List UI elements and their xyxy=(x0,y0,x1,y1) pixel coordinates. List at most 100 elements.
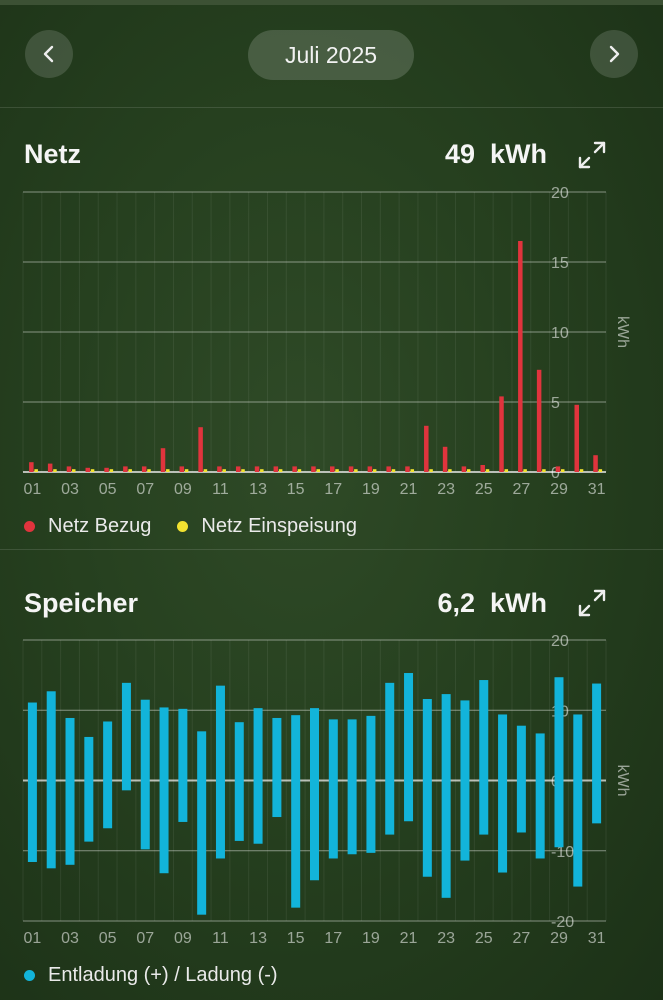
y-tick-label: 20 xyxy=(551,633,569,650)
netz-einspeisung-bar xyxy=(335,469,339,472)
speicher-entladung-bar xyxy=(103,721,113,781)
expand-speicher-icon[interactable] xyxy=(576,587,608,619)
netz-bezug-bar xyxy=(593,455,598,472)
speicher-entladung-bar xyxy=(178,708,188,781)
month-selector[interactable]: Juli 2025 xyxy=(248,30,414,80)
speicher-ladung-bar xyxy=(366,780,376,853)
speicher-entladung-bar xyxy=(404,673,414,781)
y-axis-label: kWh xyxy=(614,316,631,348)
x-tick-label: 21 xyxy=(400,481,418,498)
chevron-left-icon xyxy=(43,45,54,63)
speicher-ladung-bar xyxy=(441,780,451,898)
speicher-entladung-bar xyxy=(347,719,357,781)
netz-einspeisung-bar xyxy=(297,469,302,472)
netz-total-unit: kWh xyxy=(490,139,547,169)
speicher-total: 6,2 kWh xyxy=(437,588,547,619)
netz-einspeisung-bar xyxy=(260,469,264,472)
speicher-entladung-bar xyxy=(328,719,338,781)
x-tick-label: 17 xyxy=(324,930,342,947)
netz-einspeisung-bar xyxy=(579,469,584,472)
legend-bezug-label: Netz Bezug xyxy=(48,515,152,537)
speicher-ladung-bar xyxy=(27,780,37,862)
speicher-ladung-bar xyxy=(272,780,282,818)
netz-bezug-bar xyxy=(518,241,523,472)
chevron-right-icon xyxy=(609,45,620,63)
speicher-entladung-bar xyxy=(291,715,301,781)
netz-einspeisung-bar xyxy=(391,469,396,472)
speicher-ladung-bar xyxy=(460,780,470,861)
speicher-ladung-bar xyxy=(479,780,489,835)
netz-einspeisung-bar xyxy=(485,469,490,472)
x-tick-label: 17 xyxy=(324,481,342,498)
speicher-entladung-bar xyxy=(554,677,564,781)
x-tick-label: 25 xyxy=(475,930,493,947)
netz-bezug-bar xyxy=(461,466,467,472)
month-label: Juli 2025 xyxy=(284,41,378,68)
speicher-ladung-bar xyxy=(178,780,188,822)
netz-einspeisung-bar xyxy=(354,469,358,472)
x-tick-label: 29 xyxy=(550,481,568,498)
x-tick-label: 01 xyxy=(24,481,42,498)
legend-einspeisung-label: Netz Einspeisung xyxy=(201,515,358,537)
netz-bezug-bar xyxy=(555,466,561,472)
netz-einspeisung-bar xyxy=(466,469,471,472)
x-tick-label: 05 xyxy=(99,930,117,947)
x-tick-label: 15 xyxy=(287,930,305,947)
speicher-ladung-bar xyxy=(310,780,319,881)
speicher-chart: 20100-10-20kWh01030507091113151719212325… xyxy=(22,633,631,947)
bezug-dot xyxy=(24,521,35,532)
y-tick-label: -20 xyxy=(551,914,574,931)
next-month-button[interactable] xyxy=(590,30,638,78)
netz-einspeisung-bar xyxy=(410,469,415,472)
netz-bezug-bar xyxy=(217,466,222,472)
expand-netz-icon[interactable] xyxy=(576,139,608,171)
speicher-ladung-bar xyxy=(592,780,602,824)
speicher-ladung-bar xyxy=(328,780,338,859)
netz-bezug-bar xyxy=(480,465,485,472)
speicher-entladung-bar xyxy=(140,699,150,781)
netz-einspeisung-bar xyxy=(598,469,603,472)
netz-bezug-bar xyxy=(47,463,53,472)
speicher-ladung-bar xyxy=(84,780,94,842)
speicher-ladung-bar xyxy=(197,780,207,915)
legend-bezug: Netz Bezug xyxy=(24,515,151,538)
x-tick-label: 09 xyxy=(174,481,192,498)
netz-einspeisung-bar xyxy=(128,469,132,472)
speicher-entladung-bar xyxy=(253,708,263,781)
speicher-ladung-bar xyxy=(159,780,169,874)
netz-einspeisung-bar xyxy=(316,469,320,472)
x-tick-label: 31 xyxy=(588,930,606,947)
netz-einspeisung-bar xyxy=(372,469,377,472)
x-tick-label: 03 xyxy=(61,930,79,947)
speicher-entladung-bar xyxy=(385,682,395,781)
netz-bezug-bar xyxy=(442,446,448,472)
x-tick-label: 01 xyxy=(24,930,42,947)
netz-bezug-bar xyxy=(254,466,260,472)
netz-bezug-bar xyxy=(104,467,109,472)
netz-bezug-bar xyxy=(424,425,429,472)
netz-einspeisung-bar xyxy=(53,469,57,472)
netz-bezug-bar xyxy=(160,448,166,472)
speicher-entladung-bar xyxy=(310,708,319,781)
speicher-entladung-bar xyxy=(535,733,545,781)
x-tick-label: 11 xyxy=(212,930,229,947)
einspeisung-dot xyxy=(177,521,189,532)
netz-einspeisung-bar xyxy=(429,469,433,472)
netz-einspeisung-bar xyxy=(166,469,170,472)
netz-bezug-bar xyxy=(330,466,335,472)
x-tick-label: 03 xyxy=(61,481,79,498)
x-tick-label: 21 xyxy=(400,930,418,947)
previous-month-button[interactable] xyxy=(25,30,73,78)
speicher-entladung-bar xyxy=(498,714,508,781)
netz-bezug-bar xyxy=(292,466,297,472)
speicher-dot xyxy=(24,970,35,981)
divider xyxy=(0,107,663,108)
netz-bezug-bar xyxy=(311,466,316,472)
speicher-entladung-bar xyxy=(121,682,131,781)
netz-einspeisung-bar xyxy=(203,469,208,472)
speicher-entladung-bar xyxy=(422,699,432,781)
netz-bezug-bar xyxy=(29,462,34,472)
x-tick-label: 19 xyxy=(362,930,380,947)
x-tick-label: 07 xyxy=(136,481,154,498)
netz-bezug-bar xyxy=(85,467,91,472)
